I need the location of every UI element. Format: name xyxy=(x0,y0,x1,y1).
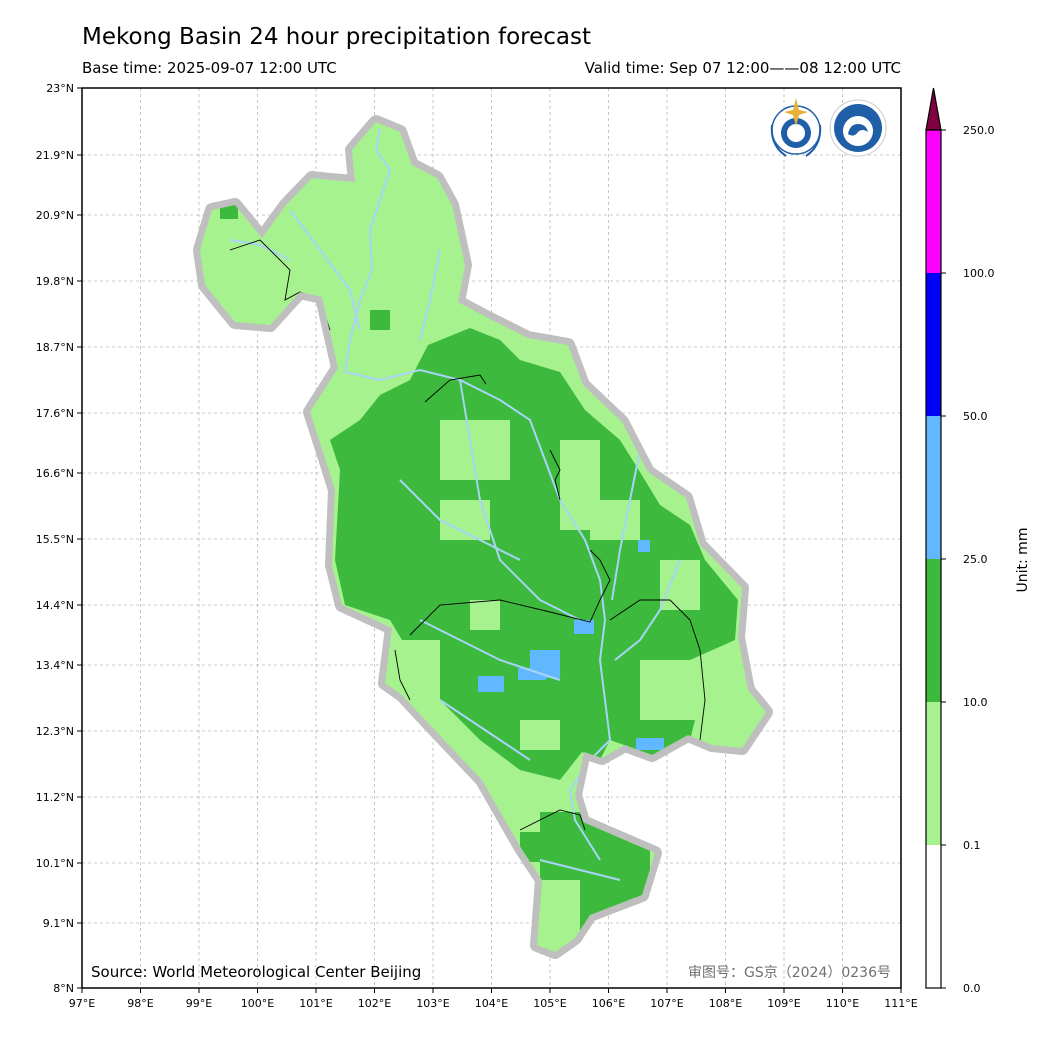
cma-logo xyxy=(829,99,887,157)
lon-label: 108°E xyxy=(709,997,742,1010)
colorbar-segment-4 xyxy=(926,273,941,416)
lat-label: 13.4°N xyxy=(36,659,74,672)
lat-label: 17.6°N xyxy=(36,407,74,420)
colorbar-label: 0.0 xyxy=(963,982,981,995)
colorbar-label: 10.0 xyxy=(963,696,988,709)
latitude-labels: 23°N 21.9°N 20.9°N 19.8°N 18.7°N 17.6°N … xyxy=(36,82,74,995)
lat-label: 18.7°N xyxy=(36,341,74,354)
lat-label: 10.1°N xyxy=(36,857,74,870)
river-network xyxy=(229,127,681,881)
lon-label: 101°E xyxy=(299,997,332,1010)
colorbar-label: 50.0 xyxy=(963,410,988,423)
longitude-labels: 97°E 98°E 99°E 100°E 101°E 102°E 103°E 1… xyxy=(69,997,918,1010)
precipitation-field xyxy=(200,122,766,952)
lat-label: 15.5°N xyxy=(36,533,74,546)
colorbar-label: 0.1 xyxy=(963,839,981,852)
lat-label: 8°N xyxy=(53,982,74,995)
wmo-logo xyxy=(770,98,822,157)
colorbar: 0.0 0.1 10.0 25.0 50.0 100.0 250.0 Unit:… xyxy=(925,87,1031,995)
lat-label: 20.9°N xyxy=(36,209,74,222)
lat-label: 14.4°N xyxy=(36,599,74,612)
base-time: Base time: 2025-09-07 12:00 UTC xyxy=(82,59,337,77)
precip-heavy-rain xyxy=(478,540,664,750)
lon-label: 103°E xyxy=(416,997,449,1010)
country-borders xyxy=(229,239,706,831)
lon-label: 105°E xyxy=(533,997,566,1010)
colorbar-segment-3 xyxy=(926,416,941,559)
colorbar-segment-0 xyxy=(926,845,941,988)
source-credit: Source: World Meteorological Center Beij… xyxy=(91,963,421,981)
lon-label: 111°E xyxy=(884,997,917,1010)
colorbar-label: 25.0 xyxy=(963,553,988,566)
lon-label: 102°E xyxy=(358,997,391,1010)
lat-label: 23°N xyxy=(46,82,74,95)
colorbar-label: 100.0 xyxy=(963,267,995,280)
lat-label: 21.9°N xyxy=(36,149,74,162)
map-approval-number: 审图号：GS京（2024）0236号 xyxy=(688,965,891,981)
lon-label: 104°E xyxy=(475,997,508,1010)
lat-label: 12.3°N xyxy=(36,725,74,738)
lon-label: 110°E xyxy=(826,997,859,1010)
lat-label: 9.1°N xyxy=(43,917,74,930)
colorbar-unit-label: Unit: mm xyxy=(1015,528,1031,593)
lon-label: 98°E xyxy=(127,997,153,1010)
lat-label: 11.2°N xyxy=(36,791,74,804)
lat-label: 19.8°N xyxy=(36,275,74,288)
colorbar-extend-arrow xyxy=(925,87,942,131)
lon-label: 99°E xyxy=(186,997,212,1010)
colorbar-segment-2 xyxy=(926,559,941,702)
lon-label: 106°E xyxy=(592,997,625,1010)
map-title: Mekong Basin 24 hour precipitation forec… xyxy=(82,24,591,50)
lat-label: 16.6°N xyxy=(36,467,74,480)
valid-time: Valid time: Sep 07 12:00——08 12:00 UTC xyxy=(584,59,901,77)
lon-label: 97°E xyxy=(69,997,95,1010)
colorbar-segment-5 xyxy=(926,130,941,273)
lon-label: 107°E xyxy=(650,997,683,1010)
axis-ticks xyxy=(77,87,902,993)
lon-label: 100°E xyxy=(241,997,274,1010)
colorbar-label: 250.0 xyxy=(963,124,995,137)
colorbar-segment-1 xyxy=(926,702,941,845)
lon-label: 109°E xyxy=(767,997,800,1010)
